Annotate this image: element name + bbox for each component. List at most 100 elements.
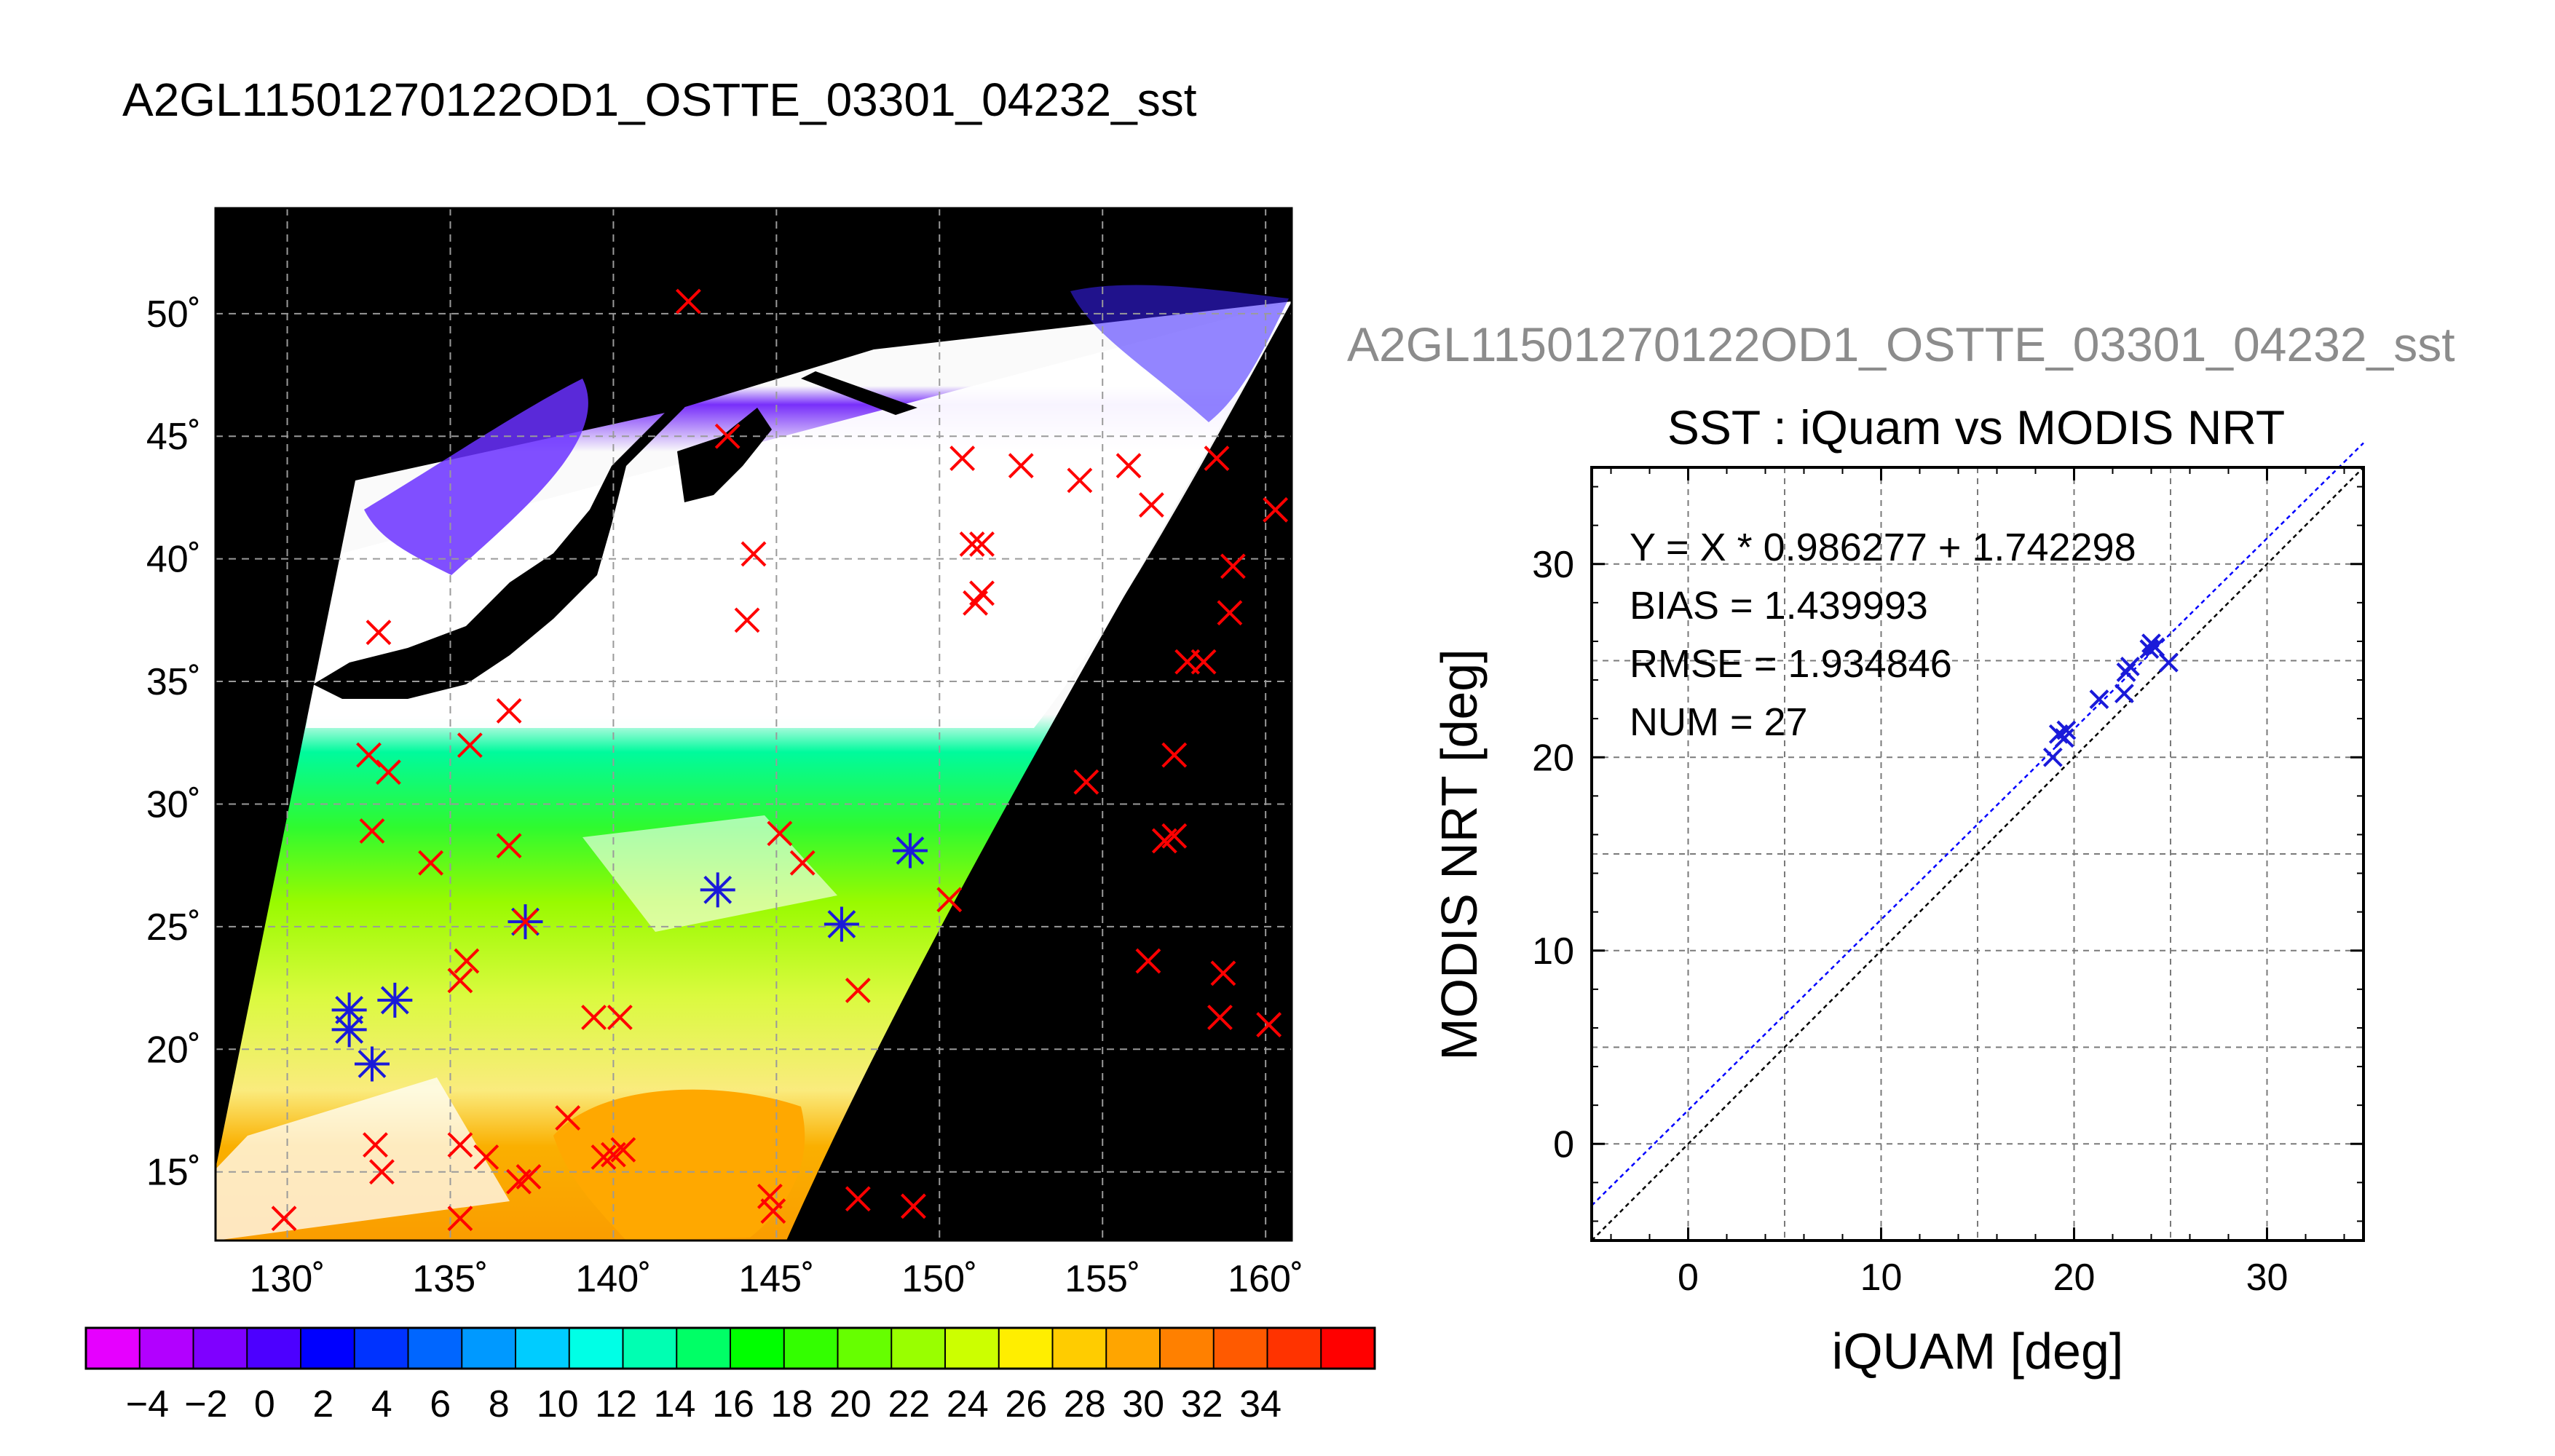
map-marker-red [496,698,522,724]
map-marker-red [1135,948,1161,974]
scatter-lines [1591,442,2364,1241]
map-marker-red [447,1206,473,1232]
colorbar-label: 34 [1239,1383,1282,1425]
cloud-cover [216,1077,510,1241]
colorbar-label: 4 [371,1383,392,1425]
lat-tick-label: 25˚ [146,906,201,949]
colorbar-swatch [516,1328,570,1369]
stats-num: NUM = 27 [1630,700,1808,744]
map-marker-red [676,288,701,314]
scatter-point [2054,728,2074,748]
lat-tick-label: 20˚ [146,1029,201,1071]
map-marker-red [591,1144,617,1170]
colorbar-swatch [1052,1328,1107,1369]
map-markers-red [271,288,1289,1232]
map-marker-blue [824,906,859,942]
map-marker-blue [354,1046,390,1082]
colorbar-swatch [676,1328,731,1369]
map-marker-red [1067,467,1093,494]
map-marker-red [1008,453,1034,479]
colorbar-label: 16 [712,1383,754,1425]
colorbar-label: 28 [1064,1383,1106,1425]
map-marker-red [969,531,995,557]
colorbar-swatch [1321,1328,1375,1369]
scatter-panel: A2GL11501270122OD1_OSTTE_03301_04232_sst… [1347,317,2455,1380]
map-marker-blue [331,1012,367,1048]
map-marker-red [963,590,988,616]
colorbar-label: 10 [537,1383,579,1425]
colorbar-label: 14 [654,1383,696,1425]
x-tick-label: 0 [1678,1257,1699,1299]
map-marker-red [369,1159,395,1185]
lon-tick-label: 150˚ [901,1258,977,1300]
map-marker-red [734,607,760,633]
scatter-point [2042,747,2063,767]
land-kuriles [801,371,917,415]
map-marker-red [1256,1012,1282,1038]
scatter-point [2139,639,2160,659]
colorbar-swatch [1267,1328,1322,1369]
map-marker-red [363,1132,388,1158]
map-marker-red [447,968,473,994]
map-marker-red [1151,828,1177,854]
colorbar-swatch [1213,1328,1268,1369]
colorbar-swatch [354,1328,408,1369]
colorbar-label: 30 [1122,1383,1164,1425]
map-marker-red [845,978,871,1003]
map-frame [214,207,1293,1242]
map-lat-ticks: 15˚ 20˚ 25˚ 30˚ 35˚ 40˚ 45˚ 50˚ [146,293,201,1194]
lon-tick-label: 140˚ [575,1258,651,1300]
colorbar-swatch [569,1328,623,1369]
map-marker-red [901,1193,926,1219]
map-marker-red [1210,960,1236,986]
map-marker-red [1073,769,1099,795]
colorbar-swatch [301,1328,355,1369]
lon-tick-label: 145˚ [738,1258,814,1300]
map-marker-red [1115,453,1142,479]
map-marker-red [375,759,401,786]
map-marker-red [1190,649,1217,675]
colorbar-label: 22 [888,1383,930,1425]
land-hokkaido [677,408,772,502]
scatter-ticks: 0 10 20 30 0 10 20 30 [1532,467,2364,1299]
colorbar-swatch [783,1328,838,1369]
map-marker-red [1217,600,1243,626]
y-tick-label: 20 [1532,737,1574,779]
y-tick-label: 0 [1553,1123,1574,1166]
map-marker-red [741,541,767,567]
scatter-point [2158,652,2179,673]
map-marker-red [610,1136,636,1163]
scatter-point [2114,684,2134,704]
cloud-cover [583,815,837,932]
colorbar-label: 18 [771,1383,813,1425]
map-markers-blue [331,833,928,1082]
map-marker-red [845,1186,871,1212]
colorbar-label: 2 [312,1383,333,1425]
y-tick-label: 10 [1532,930,1574,973]
colorbar-label: 8 [489,1383,510,1425]
colorbar-swatch [193,1328,248,1369]
colorbar-swatch [1106,1328,1161,1369]
scatter-title: SST : iQuam vs MODIS NRT [1667,400,2285,454]
identity-line [1591,467,2364,1241]
colorbar-swatch [247,1328,301,1369]
map-marker-red [555,1105,581,1131]
lat-tick-label: 35˚ [146,661,201,703]
colorbar-label: −2 [184,1383,227,1425]
colorbar-label: 0 [254,1383,275,1425]
map-marker-red [760,1198,786,1224]
colorbar-swatch [837,1328,892,1369]
map-marker-red [447,1132,473,1158]
colorbar-swatch [945,1328,1000,1369]
map-marker-blue [331,992,367,1028]
x-tick-label: 20 [2053,1257,2096,1299]
cloud-cover [306,301,1292,728]
lat-tick-label: 15˚ [146,1152,201,1194]
colorbar-label: 32 [1181,1383,1223,1425]
y-axis-label: MODIS NRT [deg] [1431,649,1488,1060]
colorbar-label: 12 [595,1383,637,1425]
colorbar-label: 6 [430,1383,451,1425]
x-tick-label: 30 [2246,1257,2289,1299]
colorbar-swatches [86,1328,1375,1369]
